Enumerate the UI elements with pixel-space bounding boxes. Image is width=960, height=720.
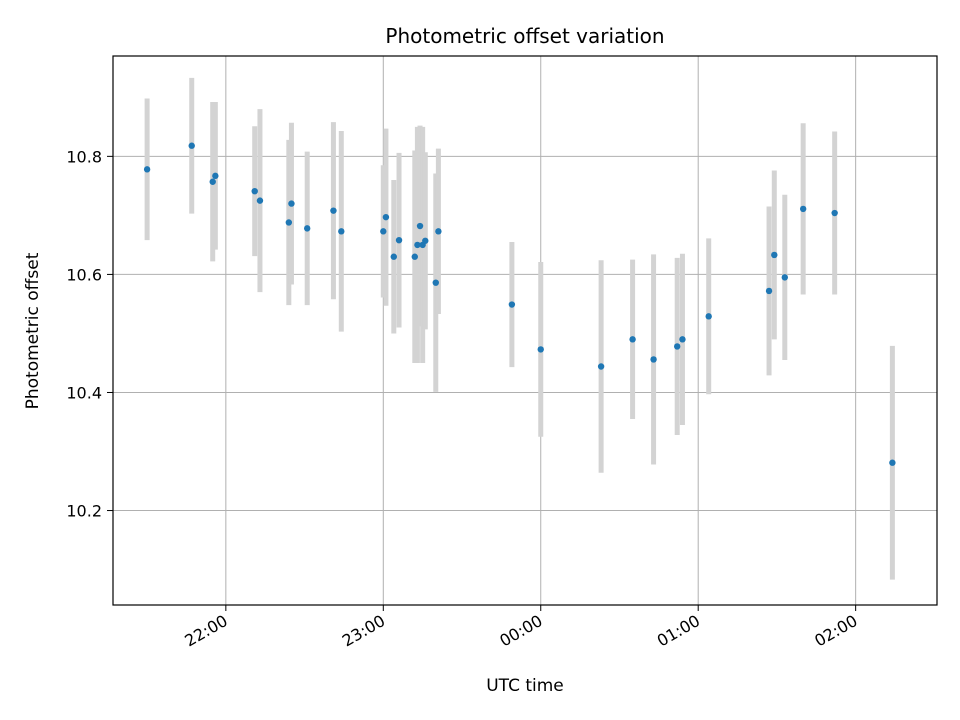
data-point <box>416 222 424 230</box>
y-tick-label: 10.2 <box>66 502 102 521</box>
data-point <box>597 363 605 370</box>
data-point <box>382 213 390 221</box>
data-point <box>330 207 337 214</box>
data-point <box>256 197 264 204</box>
data-point <box>411 253 418 260</box>
gridlines <box>113 56 937 605</box>
data-point <box>537 346 544 353</box>
data-point <box>212 172 219 180</box>
data-point <box>390 253 397 260</box>
data-point <box>650 356 657 363</box>
data-point <box>395 236 403 244</box>
data-point <box>435 228 442 235</box>
data-point <box>831 209 838 217</box>
data-point <box>771 251 778 259</box>
data-point <box>765 287 773 295</box>
data-point <box>303 225 311 232</box>
data-point <box>414 241 421 249</box>
data-point <box>288 200 295 207</box>
data-point <box>188 142 195 149</box>
data-points <box>143 142 896 466</box>
x-axis-label: UTC time <box>486 676 564 696</box>
data-point <box>380 228 387 235</box>
data-point <box>432 279 439 286</box>
data-point <box>143 166 151 173</box>
y-tick-label: 10.4 <box>66 383 102 402</box>
data-point <box>251 187 258 195</box>
data-point <box>705 313 712 320</box>
data-point <box>889 459 896 466</box>
data-point <box>508 301 516 308</box>
data-point <box>422 237 429 244</box>
data-point <box>799 205 807 213</box>
y-axis-label: Photometric offset <box>23 252 43 409</box>
plot-frame <box>112 55 938 606</box>
data-point <box>629 336 636 343</box>
y-tick-label: 10.6 <box>66 265 102 284</box>
y-tick-label: 10.8 <box>66 147 102 166</box>
data-point <box>285 219 293 226</box>
data-point <box>674 343 681 350</box>
data-point <box>338 228 345 235</box>
data-point <box>679 336 686 343</box>
data-point <box>781 274 788 281</box>
data-point <box>209 178 216 185</box>
chart-title: Photometric offset variation <box>385 24 664 48</box>
